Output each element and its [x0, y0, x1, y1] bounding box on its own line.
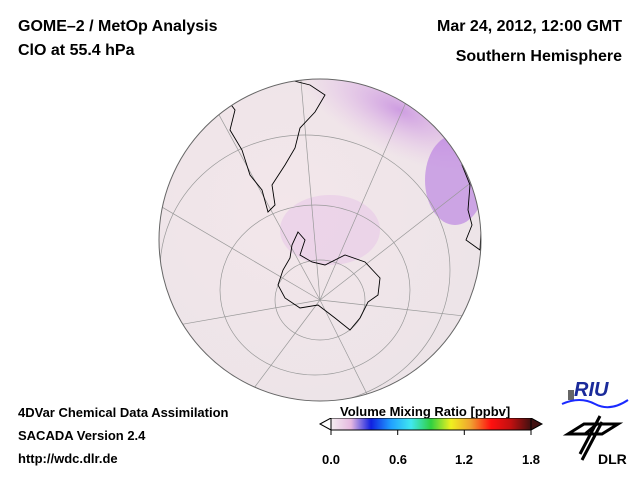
globe-outline — [158, 78, 482, 402]
colorbar-tick-1: 0.6 — [388, 452, 408, 467]
region-label: Southern Hemisphere — [455, 48, 622, 65]
clo-vortex-edge — [280, 195, 380, 265]
colorbar-tick-0: 0.0 — [321, 452, 341, 467]
svg-text:RIU: RIU — [574, 379, 609, 401]
colorbar-ticks — [330, 430, 532, 435]
title-line1: GOME–2 / MetOp Analysis — [18, 18, 218, 35]
colorbar-title: Volume Mixing Ratio [ppbv] — [340, 404, 511, 419]
antarctica-coast — [277, 231, 381, 331]
africa-coast — [461, 159, 481, 251]
colorbar-over-arrow — [530, 418, 544, 431]
footer-line2: SACADA Version 2.4 — [18, 428, 146, 443]
graticule — [159, 79, 481, 401]
title-line2: ClO at 55.4 hPa — [18, 42, 135, 59]
colorbar — [318, 418, 544, 435]
colorbar-tick-3: 1.8 — [521, 452, 541, 467]
svg-text:DLR: DLR — [598, 451, 627, 467]
date-label: Mar 24, 2012, 12:00 GMT — [437, 18, 622, 35]
coastlines — [219, 79, 481, 331]
dlr-logo: DLR — [562, 415, 627, 467]
colorbar-tick-2: 1.2 — [454, 452, 474, 467]
riu-logo: RIU — [561, 379, 629, 409]
colorbar-gradient — [330, 418, 532, 431]
south-america-coast — [219, 79, 326, 213]
colorbar-under-arrow — [318, 418, 332, 431]
footer-url[interactable]: http://wdc.dlr.de — [18, 451, 118, 466]
footer-line1: 4DVar Chemical Data Assimilation — [18, 405, 229, 420]
